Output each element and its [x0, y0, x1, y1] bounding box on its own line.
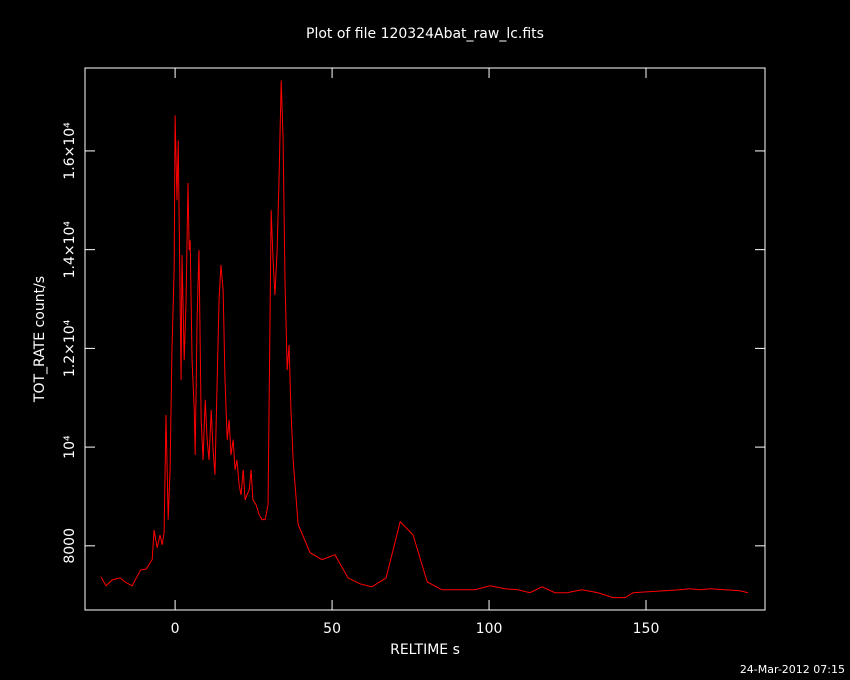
- chart-title: Plot of file 120324Abat_raw_lc.fits: [306, 26, 544, 42]
- y-tick-label: 1.4×10⁴: [62, 221, 78, 279]
- y-tick-label: 10⁴: [62, 435, 78, 459]
- y-tick-label: 1.6×10⁴: [62, 122, 78, 180]
- plot-frame: [84, 67, 766, 611]
- x-axis-label: RELTIME s: [390, 642, 460, 658]
- y-tick-label: 8000: [62, 528, 78, 564]
- x-tick-label: 150: [633, 621, 660, 637]
- data-line: [100, 80, 749, 599]
- y-tick-label: 1.2×10⁴: [62, 319, 78, 377]
- timestamp: 24-Mar-2012 07:15: [740, 663, 845, 676]
- x-tick-label: 50: [323, 621, 341, 637]
- x-tick-label: 0: [171, 621, 180, 637]
- x-tick-label: 100: [476, 621, 503, 637]
- y-axis-label: TOT_RATE count/s: [32, 276, 48, 403]
